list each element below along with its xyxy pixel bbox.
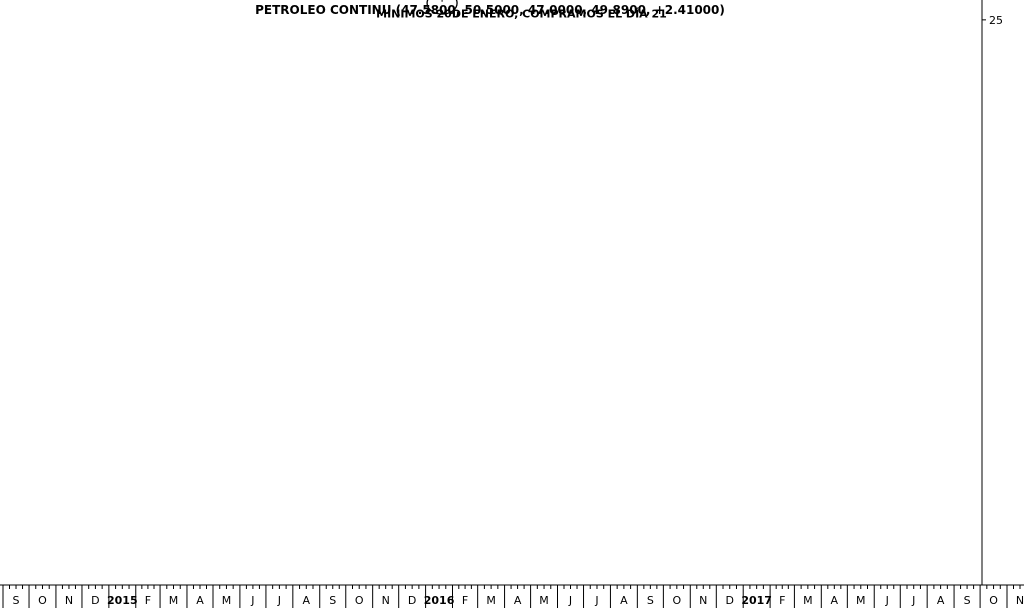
x-tick-label: S xyxy=(13,594,20,607)
x-tick-label: J xyxy=(594,594,598,607)
x-tick-label: N xyxy=(65,594,73,607)
x-tick-label: O xyxy=(989,594,998,607)
x-tick-label: 2016 xyxy=(424,594,455,607)
x-tick-label: A xyxy=(196,594,204,607)
x-tick-label: D xyxy=(91,594,99,607)
x-tick-label: A xyxy=(303,594,311,607)
x-tick-label: F xyxy=(462,594,468,607)
x-tick-label: J xyxy=(568,594,572,607)
x-tick-label: O xyxy=(38,594,47,607)
x-tick-label: D xyxy=(408,594,416,607)
x-tick-label: A xyxy=(514,594,522,607)
annotation-minimos-enero: MINIMOS 20DE ENERO, COMPRAMOS EL DÍA 21 xyxy=(376,0,667,20)
x-tick-label: M xyxy=(169,594,179,607)
x-tick-label: A xyxy=(620,594,628,607)
x-tick-label: O xyxy=(355,594,364,607)
x-tick-label: F xyxy=(779,594,785,607)
x-tick-label: S xyxy=(647,594,654,607)
x-tick-label: A xyxy=(937,594,945,607)
x-tick-label: N xyxy=(1016,594,1024,607)
x-tick-label: 2015 xyxy=(107,594,138,607)
x-tick-label: M xyxy=(856,594,866,607)
x-tick-label: N xyxy=(382,594,390,607)
x-tick-label: M xyxy=(539,594,549,607)
annotation-label: MINIMOS 20DE ENERO, COMPRAMOS EL DÍA 21 xyxy=(376,7,667,20)
x-tick-label: 2017 xyxy=(741,594,772,607)
chart-title: PETROLEO CONTINU (47.5800, 50.5000, 47.0… xyxy=(255,3,725,17)
x-tick-label: J xyxy=(277,594,281,607)
candlesticks xyxy=(441,0,443,2)
y-tick-label: 25 xyxy=(989,14,1003,27)
x-tick-label: J xyxy=(885,594,889,607)
x-tick-label: M xyxy=(486,594,496,607)
candlestick xyxy=(441,0,443,2)
x-tick-label: D xyxy=(726,594,734,607)
x-tick-label: N xyxy=(699,594,707,607)
x-tick-label: S xyxy=(964,594,971,607)
x-tick-label: M xyxy=(222,594,232,607)
x-tick-label: A xyxy=(831,594,839,607)
x-tick-label: J xyxy=(911,594,915,607)
annotation-circle xyxy=(426,0,458,15)
x-tick-label: F xyxy=(145,594,151,607)
annotations: VENTACOMPRAMÍNIMOS Y COMPRAEL 2DE AGOSTO… xyxy=(376,0,667,20)
x-tick-label: O xyxy=(672,594,681,607)
x-tick-label: J xyxy=(250,594,254,607)
x-tick-label: M xyxy=(803,594,813,607)
x-tick-label: S xyxy=(329,594,336,607)
